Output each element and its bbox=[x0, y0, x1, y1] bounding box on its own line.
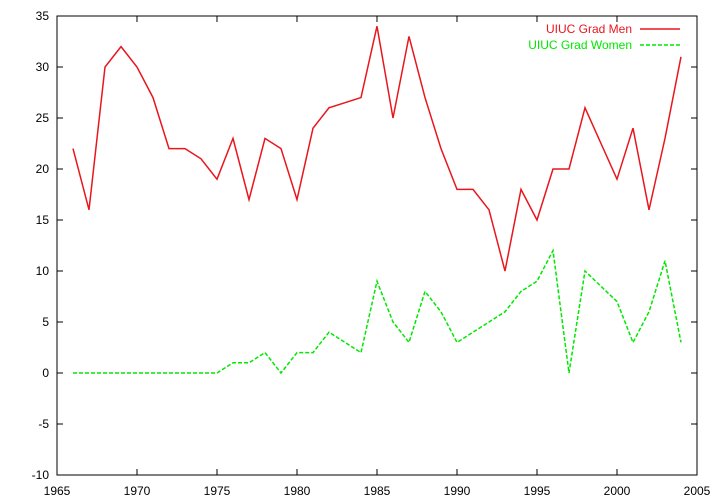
x-tick-label-6: 1995 bbox=[524, 484, 551, 498]
legend-label-women: UIUC Grad Women bbox=[528, 38, 632, 52]
y-tick-label-1: -5 bbox=[38, 417, 49, 431]
plot-frame bbox=[56, 15, 698, 476]
legend: UIUC Grad Men UIUC Grad Women bbox=[528, 22, 680, 52]
x-tick-label-8: 2005 bbox=[684, 484, 711, 498]
legend-label-men: UIUC Grad Men bbox=[546, 22, 632, 36]
tick-labels: 1965 1970 1975 1980 1985 1990 1995 2000 2005-10-… bbox=[32, 9, 711, 498]
series-line-0 bbox=[72, 26, 682, 272]
x-tick-label-3: 1980 bbox=[284, 484, 311, 498]
y-tick-label-2: 0 bbox=[42, 366, 49, 380]
x-tick-label-5: 1990 bbox=[444, 484, 471, 498]
y-tick-label-0: -10 bbox=[32, 468, 50, 482]
y-tick-label-8: 30 bbox=[36, 60, 50, 74]
y-tick-label-9: 35 bbox=[36, 9, 50, 23]
x-tick-label-1: 1970 bbox=[124, 484, 151, 498]
y-tick-label-3: 5 bbox=[42, 315, 49, 329]
y-tick-label-7: 25 bbox=[36, 111, 50, 125]
x-tick-label-4: 1985 bbox=[364, 484, 391, 498]
y-tick-label-6: 20 bbox=[36, 162, 50, 176]
x-tick-label-2: 1975 bbox=[204, 484, 231, 498]
y-tick-label-4: 10 bbox=[36, 264, 50, 278]
series-line-1 bbox=[73, 248, 682, 375]
axis-ticks bbox=[56, 15, 698, 476]
y-tick-label-5: 15 bbox=[36, 213, 50, 227]
x-tick-label-0: 1965 bbox=[44, 484, 71, 498]
series-lines bbox=[72, 26, 682, 375]
x-tick-label-7: 2000 bbox=[604, 484, 631, 498]
